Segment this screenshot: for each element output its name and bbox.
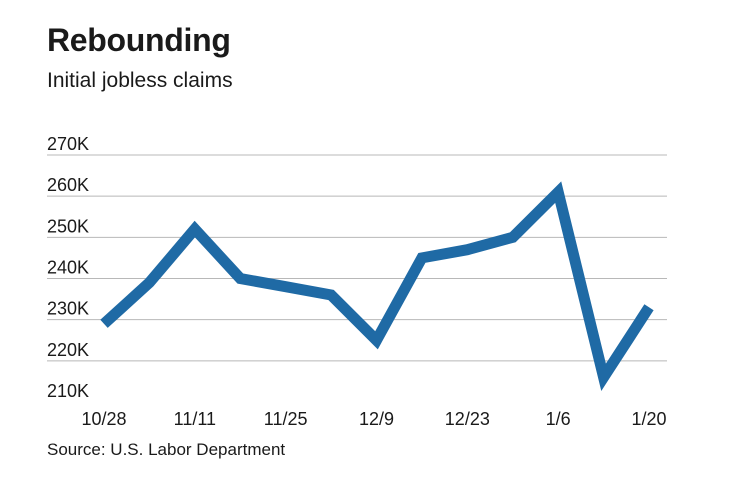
x-tick-label: 1/20	[631, 409, 666, 429]
y-tick-label: 270K	[47, 134, 89, 154]
x-tick-label: 10/28	[81, 409, 126, 429]
x-tick-label: 11/11	[174, 409, 216, 429]
y-tick-label: 220K	[47, 340, 89, 360]
x-axis-ticks: 10/28 11/11 11/25 12/9 12/23 1/6 1/20	[81, 409, 666, 429]
x-tick-label: 12/9	[359, 409, 394, 429]
series-line-group	[100, 181, 654, 391]
y-tick-label: 260K	[47, 175, 89, 195]
chart-subtitle: Initial jobless claims	[47, 69, 233, 92]
y-tick-label: 250K	[47, 216, 89, 236]
y-tick-label: 230K	[47, 299, 89, 319]
x-tick-label: 11/25	[264, 409, 308, 429]
x-tick-label: 1/6	[546, 409, 571, 429]
source-note: Source: U.S. Labor Department	[47, 440, 286, 459]
y-tick-label: 240K	[47, 258, 89, 278]
series-line	[100, 181, 654, 391]
x-tick-label: 12/23	[445, 409, 490, 429]
y-axis-ticks: 270K 260K 250K 240K 230K 220K 210K	[47, 134, 89, 401]
y-tick-label: 210K	[47, 381, 89, 401]
chart-title: Rebounding	[47, 22, 231, 58]
